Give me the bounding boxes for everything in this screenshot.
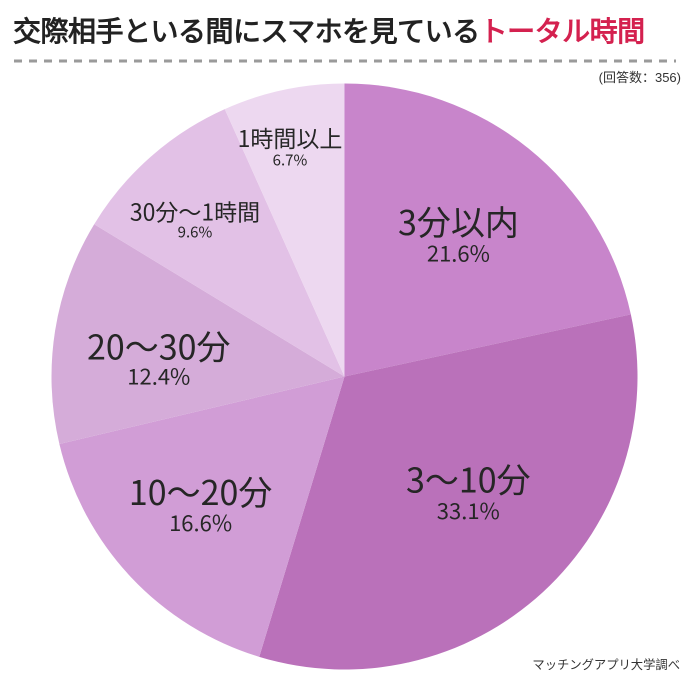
svg-text:16.6%: 16.6% bbox=[169, 506, 232, 538]
svg-text:21.6%: 21.6% bbox=[427, 237, 490, 269]
svg-text:12.4%: 12.4% bbox=[127, 359, 190, 391]
svg-text:6.7%: 6.7% bbox=[273, 149, 308, 170]
svg-text:33.1%: 33.1% bbox=[437, 494, 500, 526]
svg-text:9.6%: 9.6% bbox=[178, 221, 213, 242]
